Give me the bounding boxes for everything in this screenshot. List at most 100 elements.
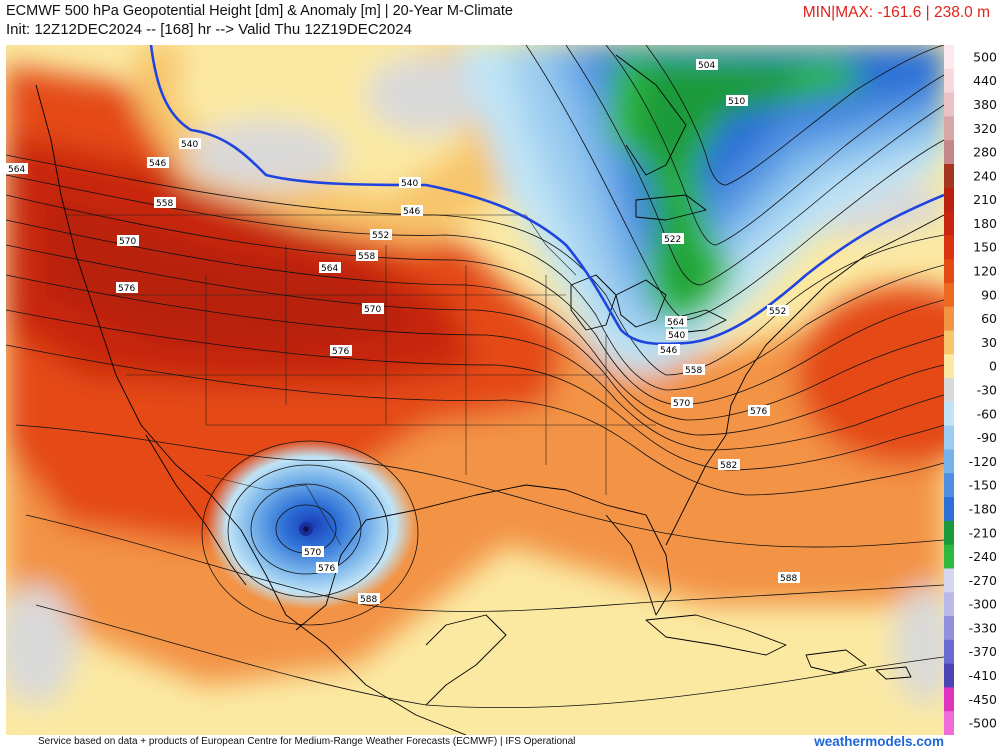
colorbar-swatch [944, 354, 954, 379]
contour-label: 570 [302, 546, 324, 558]
colorbar-swatch [944, 663, 954, 688]
height-540-contour [149, 45, 944, 346]
colorbar-swatch [944, 544, 954, 569]
colorbar-tick-label: -90 [977, 430, 997, 445]
contour-label: 540 [179, 138, 201, 150]
svg-text:552: 552 [372, 231, 389, 241]
colorbar-tick-label: -240 [969, 549, 997, 564]
colorbar-tick-label: -150 [969, 478, 997, 493]
colorbar-swatch [944, 306, 954, 332]
svg-text:570: 570 [119, 237, 136, 247]
contour-label: 558 [356, 250, 378, 262]
colorbar-tick-label: -500 [969, 716, 997, 731]
svg-text:540: 540 [401, 179, 418, 189]
site-link[interactable]: weathermodels.com [814, 734, 944, 749]
svg-text:546: 546 [403, 207, 420, 217]
colorbar-tick-label: 320 [973, 121, 997, 136]
contour-label: 552 [370, 229, 392, 241]
colorbar-tick-label: -410 [969, 668, 997, 683]
data-credit: Service based on data + products of Euro… [38, 736, 576, 747]
contour-label: 546 [147, 157, 169, 169]
contour-label: 546 [401, 205, 423, 217]
political-boundaries [66, 214, 656, 546]
colorbar-swatch [944, 520, 954, 546]
contour-label: 576 [330, 345, 352, 357]
colorbar-swatch [944, 163, 954, 189]
svg-text:558: 558 [156, 199, 173, 209]
colorbar-tick-label: 90 [981, 287, 997, 302]
colorbar-tick-label: 0 [989, 359, 997, 374]
contour-label: 564 [665, 316, 687, 328]
svg-text:576: 576 [318, 564, 335, 574]
colorbar-swatch [944, 211, 954, 236]
contour-label: 588 [778, 572, 800, 584]
colorbar-tick-label: -210 [969, 525, 997, 540]
svg-text:576: 576 [332, 347, 349, 357]
colorbar-swatch [944, 497, 954, 522]
colorbar-swatch [944, 330, 954, 355]
colorbar-swatch [944, 425, 954, 450]
colorbar-swatch [944, 187, 954, 213]
contour-label: 504 [696, 59, 718, 71]
colorbar-tick-label: 120 [973, 264, 997, 279]
contour-label: 564 [6, 163, 28, 175]
colorbar-swatch [944, 45, 954, 70]
svg-text:564: 564 [667, 318, 684, 328]
colorbar-tick-label: 60 [981, 311, 997, 326]
contour-label: 510 [726, 95, 748, 107]
svg-text:564: 564 [8, 165, 25, 175]
colorbar-tick-label: 500 [973, 49, 997, 64]
colorbar-tick-label: -330 [969, 620, 997, 635]
colorbar: 500 440 380 320 280 240 210 180 150 120 90 60 30 0 -30… [944, 45, 997, 735]
svg-text:510: 510 [728, 97, 745, 107]
svg-text:546: 546 [660, 346, 677, 356]
colorbar-swatch [944, 68, 954, 94]
map-title: ECMWF 500 hPa Geopotential Height [dm] &… [6, 3, 513, 19]
svg-text:522: 522 [664, 235, 681, 245]
contour-label: 540 [666, 329, 688, 341]
svg-text:576: 576 [750, 407, 767, 417]
contour-label: 522 [662, 233, 684, 245]
svg-text:588: 588 [780, 574, 797, 584]
contour-label: 570 [671, 397, 693, 409]
colorbar-tick-label: 210 [973, 192, 997, 207]
colorbar-tick-label: -120 [969, 454, 997, 469]
colorbar-swatch [944, 616, 954, 641]
colorbar-swatch [944, 401, 954, 427]
colorbar-tick-label: 180 [973, 216, 997, 231]
colorbar-swatch [944, 449, 954, 474]
min-max-readout: MIN|MAX: -161.6 | 238.0 m [802, 4, 990, 21]
contour-label: 552 [767, 305, 789, 317]
colorbar-swatch [944, 639, 954, 665]
init-valid-line: Init: 12Z12DEC2024 -- [168] hr --> Valid… [6, 21, 412, 38]
svg-text:564: 564 [321, 264, 338, 274]
svg-text:582: 582 [720, 461, 737, 471]
svg-text:570: 570 [673, 399, 690, 409]
svg-text:540: 540 [181, 140, 198, 150]
colorbar-tick-label: 150 [973, 240, 997, 255]
anomaly-map: 504 510 522 540 540 546 546 552 552 558 … [6, 45, 944, 735]
colorbar-swatch [944, 140, 954, 165]
colorbar-swatch [944, 116, 954, 141]
colorbar-swatch [944, 282, 954, 308]
colorbar-tick-label: 280 [973, 145, 997, 160]
colorbar-tick-label: -60 [977, 406, 997, 421]
contour-label: 564 [319, 262, 341, 274]
contour-label: 540 [399, 177, 421, 189]
colorbar-swatch [944, 473, 954, 498]
svg-text:540: 540 [668, 331, 685, 341]
svg-text:570: 570 [364, 305, 381, 315]
colorbar-tick-label: -450 [969, 692, 997, 707]
contour-label: 582 [718, 459, 740, 471]
colorbar-swatch [944, 568, 954, 593]
colorbar-tick-label: 440 [973, 73, 997, 88]
svg-text:546: 546 [149, 159, 166, 169]
svg-text:552: 552 [769, 307, 786, 317]
colorbar-tick-label: 30 [981, 335, 997, 350]
svg-text:558: 558 [685, 366, 702, 376]
colorbar-tick-label: -180 [969, 501, 997, 516]
contour-label: 570 [362, 303, 384, 315]
colorbar-tick-label: 380 [973, 97, 997, 112]
svg-text:504: 504 [698, 61, 715, 71]
contour-label: 546 [658, 344, 680, 356]
